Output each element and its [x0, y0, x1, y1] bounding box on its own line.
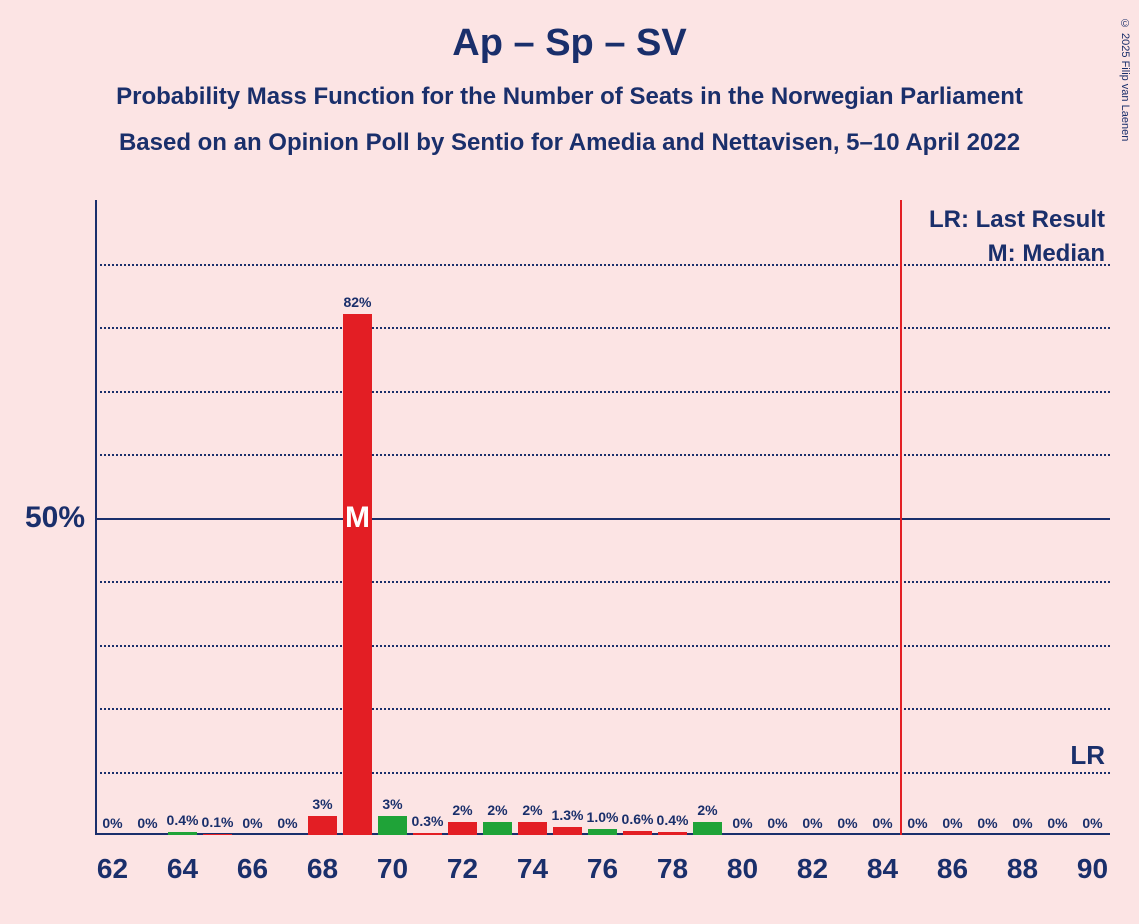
x-axis-tick-label: 68 — [307, 853, 338, 885]
bar-value-label: 0% — [277, 815, 297, 831]
bar — [413, 833, 442, 835]
bar-value-label: 0% — [242, 815, 262, 831]
bar-value-label: 0% — [802, 815, 822, 831]
last-result-line — [900, 200, 902, 835]
grid-line — [95, 645, 1110, 647]
bar — [343, 314, 372, 835]
bar — [168, 832, 197, 835]
bar-value-label: 0% — [1082, 815, 1102, 831]
y-axis-tick-label: 50% — [25, 501, 85, 535]
grid-line — [95, 518, 1110, 520]
grid-line — [95, 581, 1110, 583]
bar-value-label: 0.4% — [657, 812, 689, 828]
chart-title: Ap – Sp – SV — [0, 0, 1139, 65]
x-axis-tick-label: 80 — [727, 853, 758, 885]
x-axis-tick-label: 70 — [377, 853, 408, 885]
x-axis-tick-label: 86 — [937, 853, 968, 885]
bar-value-label: 0% — [907, 815, 927, 831]
bar-value-label: 0% — [837, 815, 857, 831]
bar — [378, 816, 407, 835]
bar-value-label: 0.3% — [412, 813, 444, 829]
x-axis-tick-label: 64 — [167, 853, 198, 885]
bar-value-label: 0.6% — [622, 811, 654, 827]
grid-line — [95, 264, 1110, 266]
x-axis-tick-label: 82 — [797, 853, 828, 885]
bar-value-label: 0% — [942, 815, 962, 831]
bar-value-label: 0.4% — [167, 812, 199, 828]
x-axis-tick-label: 72 — [447, 853, 478, 885]
bar-value-label: 0% — [1012, 815, 1032, 831]
bar-value-label: 0% — [872, 815, 892, 831]
legend-median: M: Median — [988, 240, 1105, 268]
x-axis-tick-label: 84 — [867, 853, 898, 885]
x-axis-tick-label: 66 — [237, 853, 268, 885]
bar — [588, 829, 617, 835]
bar-value-label: 0% — [137, 815, 157, 831]
legend-lr: LR: Last Result — [929, 206, 1105, 234]
bar-value-label: 0% — [977, 815, 997, 831]
bar-value-label: 82% — [343, 294, 371, 310]
bar — [483, 822, 512, 835]
bar — [308, 816, 337, 835]
grid-line — [95, 391, 1110, 393]
bar-value-label: 0.1% — [202, 814, 234, 830]
bar — [623, 831, 652, 835]
grid-line — [95, 454, 1110, 456]
x-axis-tick-label: 62 — [97, 853, 128, 885]
bar — [448, 822, 477, 835]
bar-value-label: 2% — [697, 802, 717, 818]
x-axis-tick-label: 74 — [517, 853, 548, 885]
bar — [203, 834, 232, 835]
bar-value-label: 3% — [382, 796, 402, 812]
bar-value-label: 1.3% — [552, 807, 584, 823]
bar-value-label: 0% — [767, 815, 787, 831]
median-marker-label: M — [345, 501, 370, 535]
bar-value-label: 2% — [452, 802, 472, 818]
bar-value-label: 1.0% — [587, 809, 619, 825]
chart-subtitle-2: Based on an Opinion Poll by Sentio for A… — [0, 129, 1139, 157]
grid-line — [95, 772, 1110, 774]
bar-value-label: 2% — [487, 802, 507, 818]
bar — [693, 822, 722, 835]
grid-line — [95, 708, 1110, 710]
lr-marker-label: LR — [1070, 740, 1105, 771]
bar-value-label: 3% — [312, 796, 332, 812]
x-axis-tick-label: 76 — [587, 853, 618, 885]
chart-subtitle-1: Probability Mass Function for the Number… — [0, 83, 1139, 111]
bar-value-label: 0% — [732, 815, 752, 831]
bar — [658, 832, 687, 835]
copyright-text: © 2025 Filip van Laenen — [1119, 18, 1131, 141]
grid-line — [95, 327, 1110, 329]
x-axis-tick-label: 90 — [1077, 853, 1108, 885]
x-axis-tick-label: 88 — [1007, 853, 1038, 885]
x-axis-tick-label: 78 — [657, 853, 688, 885]
bar-value-label: 0% — [102, 815, 122, 831]
bar — [518, 822, 547, 835]
bar-value-label: 2% — [522, 802, 542, 818]
bar-value-label: 0% — [1047, 815, 1067, 831]
bar — [553, 827, 582, 835]
chart-plot-area: 50%LR: Last ResultM: MedianLR0%0%0.4%0.1… — [95, 200, 1110, 835]
